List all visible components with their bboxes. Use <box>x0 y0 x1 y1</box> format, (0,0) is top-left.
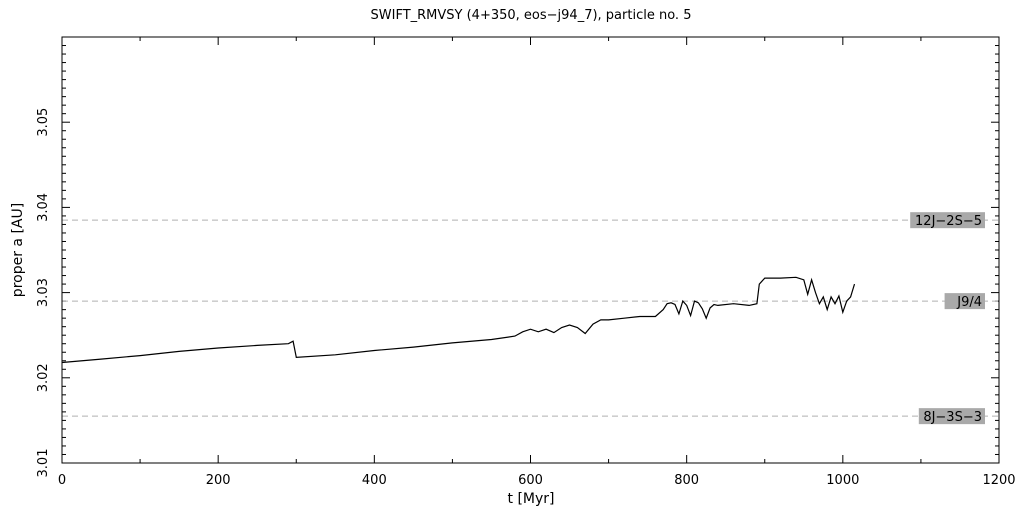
chart-title: SWIFT_RMVSY (4+350, eos−j94_7), particle… <box>371 8 692 23</box>
x-tick-labels: 0 200 400 600 800 1000 1200 <box>58 473 1016 488</box>
y-tick-label: 3.03 <box>36 278 51 307</box>
x-tick-label: 600 <box>518 473 543 488</box>
plot-frame <box>61 36 1000 464</box>
tick-layer <box>61 36 1000 464</box>
resonance-label-bg <box>944 293 985 310</box>
series-line <box>61 276 856 364</box>
resonance-label: 8J−3S−3 <box>923 410 982 425</box>
x-tick-label: 800 <box>674 473 699 488</box>
y-tick-labels: 3.01 3.02 3.03 3.04 3.05 <box>36 108 51 478</box>
x-tick-label: 1000 <box>826 473 859 488</box>
resonance-label-bg <box>910 212 985 229</box>
x-tick-label: 200 <box>206 473 231 488</box>
x-tick-label: 1200 <box>982 473 1015 488</box>
resonance-label: J9/4 <box>956 295 982 310</box>
resonance-layer: 12J−2S−5 J9/4 8J−3S−3 <box>62 212 999 425</box>
x-tick-label: 0 <box>58 473 66 488</box>
y-tick-label: 3.01 <box>36 449 51 478</box>
resonance-label: 12J−2S−5 <box>915 214 982 229</box>
resonance-label-bg <box>918 408 985 425</box>
x-axis-label: t [Myr] <box>508 491 555 507</box>
y-tick-label: 3.05 <box>36 108 51 137</box>
series-layer <box>61 276 856 364</box>
y-tick-label: 3.04 <box>36 193 51 222</box>
x-tick-label: 400 <box>362 473 387 488</box>
y-axis-label: proper a [AU] <box>10 203 26 297</box>
y-tick-label: 3.02 <box>36 363 51 392</box>
